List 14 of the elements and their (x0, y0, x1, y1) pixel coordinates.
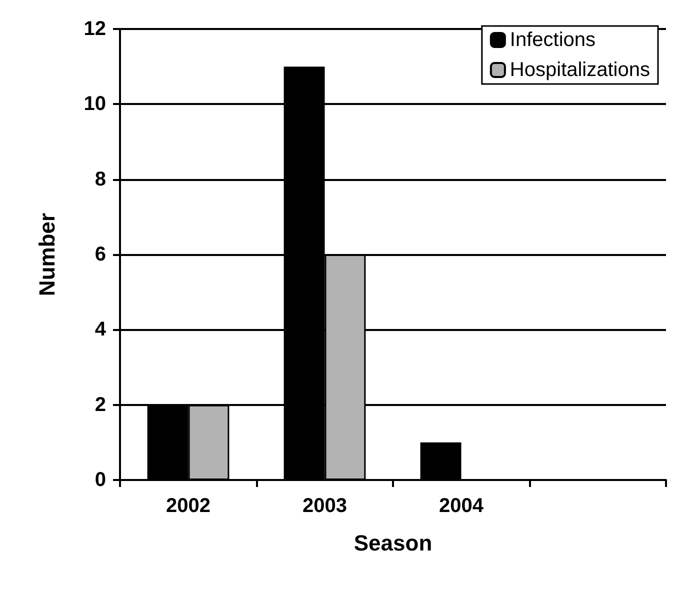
x-tick-label: 2003 (302, 495, 347, 517)
y-tick-label: 8 (94, 168, 106, 190)
legend-label: Infections (510, 29, 596, 51)
x-tick-label: 2004 (439, 495, 484, 517)
y-tick-label: 4 (94, 318, 107, 341)
y-tick-label: 10 (84, 93, 106, 116)
y-tick-label: 2 (94, 394, 106, 416)
y-tick-label: 6 (94, 244, 106, 266)
legend-label: Hospitalizations (510, 59, 650, 81)
x-axis-title: Season (354, 530, 432, 556)
y-tick-label: 12 (84, 18, 106, 40)
x-tick-label: 2002 (166, 495, 210, 517)
y-tick-label: 0 (94, 469, 106, 491)
y-axis-title: Number (34, 212, 60, 296)
